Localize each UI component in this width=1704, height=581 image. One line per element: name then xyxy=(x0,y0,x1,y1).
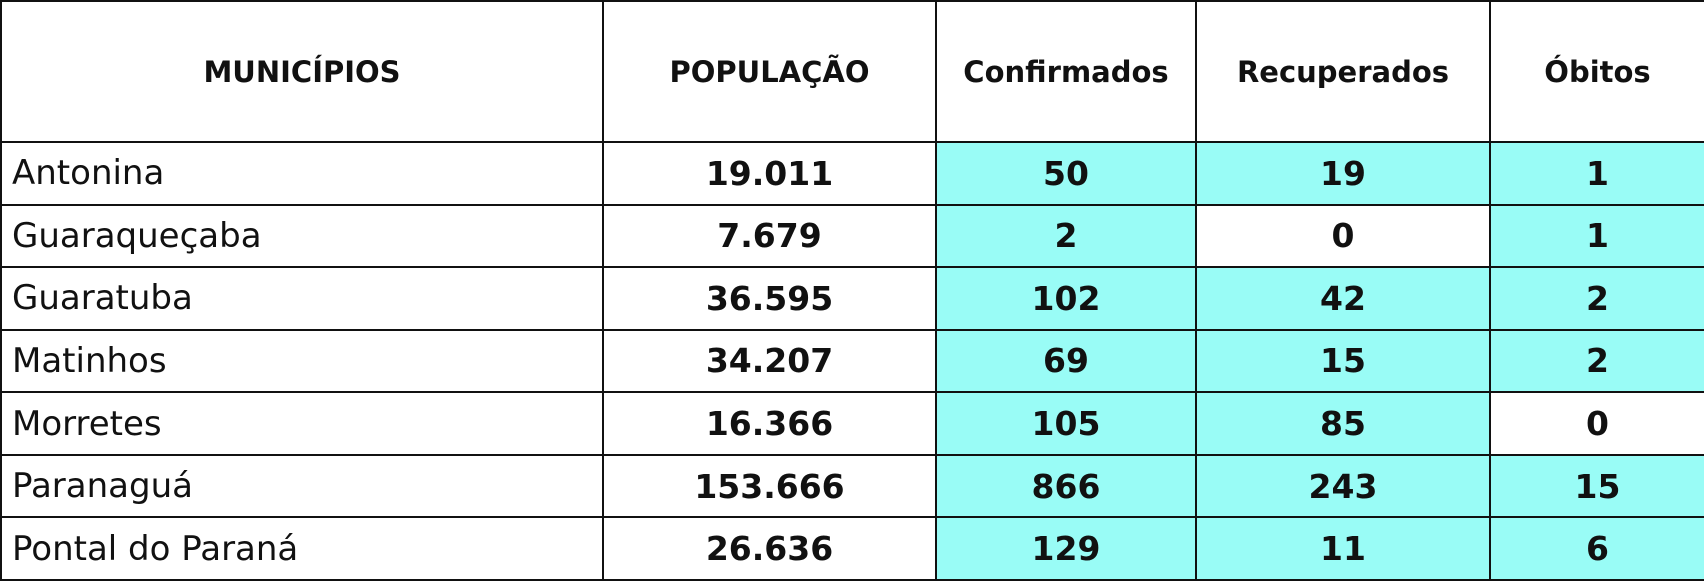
value-cell: 2 xyxy=(1489,266,1704,331)
value-cell: 16.366 xyxy=(602,391,937,456)
value-cell: 0 xyxy=(1489,391,1704,456)
value-cell: 50 xyxy=(935,141,1197,206)
value-cell: 866 xyxy=(935,453,1197,519)
value-cell: 6 xyxy=(1489,516,1704,581)
header-cell: POPULAÇÃO xyxy=(602,0,937,143)
municipality-cell: Paranaguá xyxy=(0,453,604,519)
table-row: Morretes 16.366 105 85 0 xyxy=(0,391,1704,456)
value-cell: 26.636 xyxy=(602,516,937,581)
header-cell: Óbitos xyxy=(1489,0,1704,143)
header-row: MUNICÍPIOS POPULAÇÃO Confirmados Recuperado… xyxy=(0,0,1704,143)
value-cell: 42 xyxy=(1195,266,1491,331)
table-row: Paranaguá 153.666 866 243 15 xyxy=(0,453,1704,519)
value-cell: 2 xyxy=(935,203,1197,269)
value-cell: 7.679 xyxy=(602,203,937,269)
municipality-cell: Antonina xyxy=(0,141,604,206)
header-cell: Recuperados xyxy=(1195,0,1491,143)
value-cell: 129 xyxy=(935,516,1197,581)
municipality-cell: Pontal do Paraná xyxy=(0,516,604,581)
municipality-cell: Morretes xyxy=(0,391,604,456)
table-row: Antonina 19.011 50 19 1 xyxy=(0,141,1704,206)
table-row: Matinhos 34.207 69 15 2 xyxy=(0,328,1704,394)
value-cell: 102 xyxy=(935,266,1197,331)
value-cell: 1 xyxy=(1489,141,1704,206)
value-cell: 19.011 xyxy=(602,141,937,206)
municipality-cell: Guaraqueçaba xyxy=(0,203,604,269)
value-cell: 85 xyxy=(1195,391,1491,456)
value-cell: 243 xyxy=(1195,453,1491,519)
value-cell: 1 xyxy=(1489,203,1704,269)
header-cell: Confirmados xyxy=(935,0,1197,143)
value-cell: 34.207 xyxy=(602,328,937,394)
value-cell: 11 xyxy=(1195,516,1491,581)
value-cell: 2 xyxy=(1489,328,1704,394)
table-row: Guaraqueçaba 7.679 2 0 1 xyxy=(0,203,1704,269)
value-cell: 69 xyxy=(935,328,1197,394)
value-cell: 105 xyxy=(935,391,1197,456)
value-cell: 153.666 xyxy=(602,453,937,519)
value-cell: 36.595 xyxy=(602,266,937,331)
table-body: Antonina 19.011 50 19 1 Guaraqueçaba 7.679 2 0 1 G… xyxy=(0,141,1704,581)
municipality-cell: Guaratuba xyxy=(0,266,604,331)
value-cell: 15 xyxy=(1195,328,1491,394)
table-row: Pontal do Paraná 26.636 129 11 6 xyxy=(0,516,1704,581)
header-cell: MUNICÍPIOS xyxy=(0,0,604,143)
municipality-cell: Matinhos xyxy=(0,328,604,394)
value-cell: 0 xyxy=(1195,203,1491,269)
value-cell: 19 xyxy=(1195,141,1491,206)
table-row: Guaratuba 36.595 102 42 2 xyxy=(0,266,1704,331)
value-cell: 15 xyxy=(1489,453,1704,519)
